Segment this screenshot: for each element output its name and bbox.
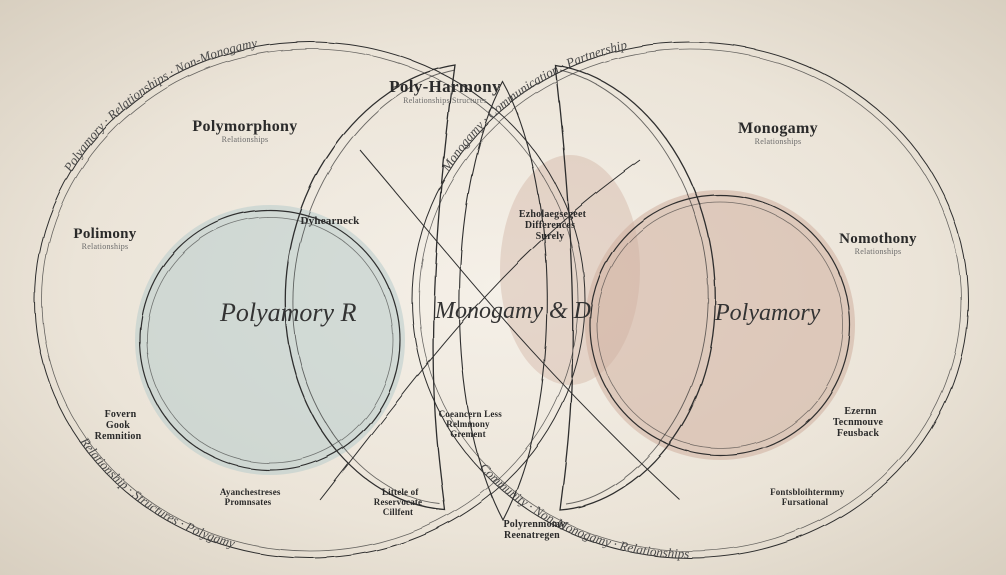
label-ezernn: Ezernn Tecnmouve Feusback bbox=[833, 395, 883, 439]
label-littele: Littele of Reservocate Cillfent bbox=[374, 478, 422, 518]
label-monogamy: Monogamy Relationships bbox=[738, 120, 818, 146]
ring-text-right-top: Monogamy · Communication · Partnership bbox=[438, 37, 629, 175]
label-polymorphony: Polymorphony Relationships bbox=[192, 118, 297, 144]
label-polyrenom: Polyrenmomy Reenatregen bbox=[498, 508, 565, 541]
diagram-stage: Polyamory · Relationships · Non-Monogamy… bbox=[0, 0, 1006, 575]
label-poly-harmony: Poly-Harmony Relationships Structures bbox=[389, 78, 501, 105]
center-script-left: Polyamory R bbox=[220, 298, 356, 328]
center-script-right: Polyamory bbox=[715, 300, 820, 327]
label-dyhearneck: Dyhearneck bbox=[300, 215, 359, 227]
wash-blue bbox=[135, 205, 405, 475]
venn-svg: Polyamory · Relationships · Non-Monogamy… bbox=[0, 0, 1006, 575]
label-coeancern: Coeancern Less Relmmony Grement bbox=[434, 400, 502, 440]
label-fontsblot: Fontsbloihtermmy Fursational bbox=[766, 478, 845, 508]
ring-text-left-top: Polyamory · Relationships · Non-Monogamy bbox=[60, 35, 258, 175]
center-script-mid: Monogamy & D bbox=[435, 298, 591, 325]
label-ayanche: Ayanchestreses Promnsates bbox=[215, 478, 280, 508]
label-fovern: Fovern Gook Remnition bbox=[95, 398, 142, 442]
label-nomothony: Nomothony Relationships bbox=[839, 230, 917, 256]
label-polimony: Polimony Relationships bbox=[73, 225, 136, 251]
label-ezhol: Ezholaegsegeet Differences Surely bbox=[514, 198, 586, 242]
